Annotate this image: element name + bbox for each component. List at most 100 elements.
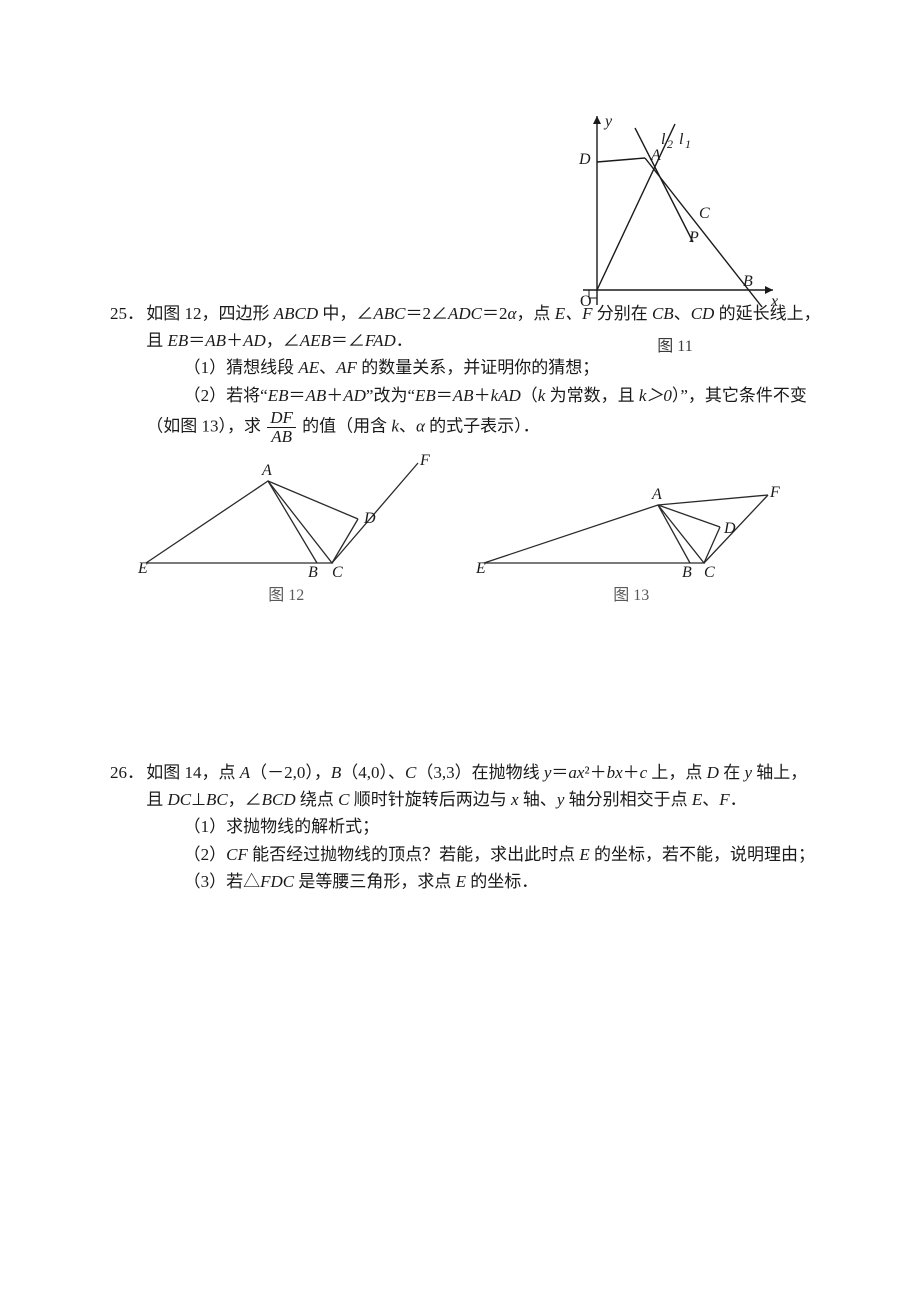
figure-13: A E B C D F 图 13 xyxy=(476,481,786,609)
figure-12: A E B C D F 图 12 xyxy=(136,451,436,609)
pt: F xyxy=(419,452,430,469)
pt-C: C xyxy=(699,205,710,222)
t: k＞0 xyxy=(639,386,672,405)
t: 、 xyxy=(399,416,416,435)
frac-num: DF xyxy=(267,409,296,427)
origin-label: O xyxy=(580,293,592,310)
t: C xyxy=(338,790,349,809)
t: EB xyxy=(168,331,189,350)
t: AD xyxy=(343,386,366,405)
q25-number: 25． xyxy=(110,300,142,327)
pt: C xyxy=(332,564,343,581)
t: 轴上， xyxy=(752,763,807,782)
axis-y-label: y xyxy=(603,113,613,130)
t: k xyxy=(391,416,399,435)
figure-11-caption: 图 11 xyxy=(560,334,790,360)
t: 且 xyxy=(146,331,167,350)
t: ，∠ xyxy=(228,790,262,809)
t: E xyxy=(579,845,589,864)
t: A xyxy=(240,763,250,782)
t: 、 xyxy=(319,358,336,377)
t: ＋ xyxy=(623,763,640,782)
t: 、 xyxy=(702,790,719,809)
t: ＋ xyxy=(474,386,491,405)
t: ． xyxy=(396,331,413,350)
figure-12-caption: 图 12 xyxy=(136,583,436,609)
pt: B xyxy=(682,564,692,581)
q26-p1: （1）求抛物线的解析式； xyxy=(146,813,826,840)
t: 的式子表示）． xyxy=(425,416,540,435)
frac-den: AB xyxy=(267,427,296,446)
t: 绕点 xyxy=(296,790,339,809)
q26-p2: （2）CF 能否经过抛物线的顶点？若能，求出此时点 E 的坐标，若不能，说明理由… xyxy=(146,841,826,868)
t: ＝2 xyxy=(482,304,508,323)
t: bx xyxy=(607,763,623,782)
t: （1）猜想线段 xyxy=(184,358,299,377)
t: 的坐标，若不能，说明理由； xyxy=(590,845,815,864)
t: α xyxy=(416,416,425,435)
pt: F xyxy=(769,484,780,501)
figure-13-svg: A E B C D F xyxy=(476,481,786,581)
t: （3）若△ xyxy=(184,872,261,891)
t: 的值（用含 xyxy=(298,416,392,435)
t: 的坐标． xyxy=(466,872,538,891)
t: 中，∠ xyxy=(318,304,373,323)
t: C xyxy=(405,763,416,782)
page: y x O l 2 l 1 A D C P B 图 11 25． 如图 12，四… xyxy=(0,0,920,1302)
t: 为常数，且 xyxy=(545,386,639,405)
t: y xyxy=(744,763,752,782)
t: ＋ xyxy=(226,331,243,350)
t: x xyxy=(511,790,519,809)
t: ＝∠ xyxy=(331,331,365,350)
t: 上，点 xyxy=(647,763,707,782)
fraction-df-ab: DFAB xyxy=(267,409,296,446)
t: B xyxy=(331,763,341,782)
figure-11: y x O l 2 l 1 A D C P B 图 11 xyxy=(560,110,790,360)
q26-line2: 且 DC⊥BC，∠BCD 绕点 C 顺时针旋转后两边与 x 轴、y 轴分别相交于… xyxy=(146,786,826,813)
t: CF xyxy=(226,845,248,864)
t: ”改为“ xyxy=(366,386,415,405)
l1-label: l xyxy=(679,131,684,148)
pt: A xyxy=(651,486,662,503)
pt: C xyxy=(704,564,715,581)
t: D xyxy=(707,763,719,782)
t: 轴、 xyxy=(519,790,557,809)
t: 的数量关系，并证明你的猜想； xyxy=(357,358,599,377)
figure-13-caption: 图 13 xyxy=(476,583,786,609)
figure-11-svg: y x O l 2 l 1 A D C P B xyxy=(565,110,785,330)
pt-P: P xyxy=(688,229,699,246)
l1-sub: 1 xyxy=(685,137,691,151)
t: AB xyxy=(305,386,326,405)
t: 在 xyxy=(719,763,745,782)
axis-x-label: x xyxy=(770,293,778,310)
q25-part3: （如图 13），求 DFAB 的值（用含 k、α 的式子表示）． xyxy=(146,409,826,446)
figure-12-svg: A E B C D F xyxy=(136,451,436,581)
t: ＝ xyxy=(288,386,305,405)
q26-line1: 如图 14，点 A（－2,0），B（4,0）、C（3,3）在抛物线 y＝ax²＋… xyxy=(146,759,826,786)
q26-p3: （3）若△FDC 是等腰三角形，求点 E 的坐标． xyxy=(146,868,826,895)
t: ． xyxy=(730,790,747,809)
q25-figures: A E B C D F 图 12 xyxy=(136,451,826,609)
t: ax xyxy=(568,763,584,782)
pt: E xyxy=(476,560,486,577)
t: AD xyxy=(243,331,266,350)
t: （3,3）在抛物线 xyxy=(416,763,544,782)
t: 轴分别相交于点 xyxy=(564,790,692,809)
t: AE xyxy=(298,358,319,377)
t: AF xyxy=(336,358,357,377)
t: AB xyxy=(205,331,226,350)
t: ABCD xyxy=(274,304,318,323)
t: ＝ xyxy=(436,386,453,405)
q26-number: 26． xyxy=(110,759,142,786)
t: BC xyxy=(206,790,228,809)
t: （ xyxy=(521,386,538,405)
t: E xyxy=(456,872,466,891)
t: BCD xyxy=(262,790,296,809)
t: （2）若将“ xyxy=(184,386,268,405)
pt: D xyxy=(363,510,376,527)
t: DC xyxy=(168,790,192,809)
q26-body: 如图 14，点 A（－2,0），B（4,0）、C（3,3）在抛物线 y＝ax²＋… xyxy=(146,759,826,895)
t: AB xyxy=(453,386,474,405)
t: 能否经过抛物线的顶点？若能，求出此时点 xyxy=(248,845,580,864)
t: 如图 12，四边形 xyxy=(146,304,274,323)
